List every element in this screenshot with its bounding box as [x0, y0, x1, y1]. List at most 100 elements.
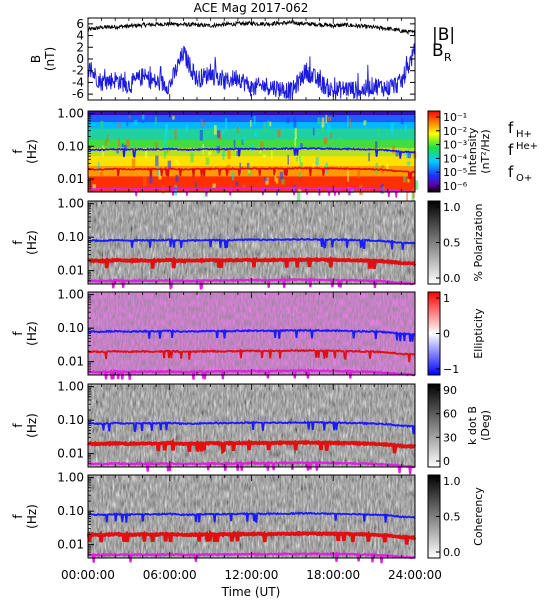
- spectrum-texture: [158, 169, 162, 180]
- spectrum-texture: [117, 123, 121, 128]
- spectrum-texture: [315, 156, 319, 166]
- spectrum-texture: [163, 140, 167, 151]
- spectrum-texture: [407, 161, 411, 166]
- spectrum-texture: [375, 141, 378, 150]
- spectrum-texture: [260, 141, 264, 147]
- y-tick-label: 1.00: [57, 288, 84, 302]
- y-tick-label: 0.10: [57, 504, 84, 518]
- spectrum-texture: [296, 190, 301, 201]
- y-tick-label: 1.00: [57, 471, 84, 485]
- spectrum-texture: [205, 130, 210, 134]
- spectrum-texture: [357, 169, 361, 179]
- spectrum-texture: [338, 136, 342, 146]
- spectrum-texture: [262, 154, 266, 158]
- spectrum-texture: [294, 128, 297, 140]
- spectrum-texture: [100, 120, 104, 128]
- spectrum-texture: [248, 170, 251, 174]
- spectrum-texture: [281, 178, 285, 185]
- colorbar-tick-label: 0.0: [443, 272, 461, 285]
- x-tick-label: 06:00:00: [143, 568, 197, 582]
- legend-entry-b-r: B: [432, 41, 444, 61]
- spectrum-texture: [222, 153, 225, 161]
- y-axis-label: f(Hz): [11, 321, 39, 346]
- spectrum-texture: [269, 121, 272, 127]
- spectrum-texture: [205, 157, 210, 165]
- y-tick-label: 0.10: [57, 230, 84, 244]
- spectrum-texture: [279, 171, 284, 180]
- spectrum-texture: [403, 176, 407, 183]
- spectrum-texture: [347, 170, 349, 182]
- spectrum-texture: [312, 127, 315, 136]
- spectrum-texture: [221, 130, 225, 135]
- spectrum-texture: [101, 145, 104, 157]
- spectrum-texture: [407, 178, 410, 183]
- spectrum-texture: [236, 126, 239, 134]
- spectrum-texture: [277, 129, 281, 138]
- f-he-line: [87, 348, 416, 363]
- spectrum-texture: [407, 152, 412, 159]
- colorbar-label: Coherency: [472, 487, 485, 546]
- f-h-line: [87, 420, 416, 435]
- spectrum-texture: [412, 187, 415, 199]
- spectrum-texture: [274, 172, 277, 182]
- colorbar-label: Ellipticity: [472, 308, 485, 359]
- f-h-line: [87, 328, 416, 342]
- spectrum-texture: [156, 166, 159, 176]
- spectrum-texture: [164, 133, 167, 141]
- spectrum-texture: [349, 118, 351, 129]
- spectrum-texture: [392, 145, 395, 154]
- spectrum-texture: [227, 148, 231, 160]
- spectrum-texture: [185, 124, 188, 132]
- spectrum-texture: [390, 123, 394, 135]
- spectrum-texture: [364, 120, 368, 125]
- colorbar: [427, 383, 441, 468]
- spectrum-texture: [100, 171, 103, 176]
- spectrum-texture: [149, 173, 153, 184]
- spectrum-texture: [328, 116, 332, 121]
- spectrum-texture: [242, 136, 246, 144]
- spectrum-texture: [363, 120, 366, 126]
- spectrum-texture: [167, 160, 172, 170]
- spectrum-texture: [126, 139, 130, 147]
- y-tick-label: 4: [76, 29, 84, 43]
- y-tick-label: -2: [72, 64, 84, 78]
- spectrum-texture: [296, 156, 299, 162]
- spectrum-texture: [249, 120, 252, 127]
- colorbar-tick-label: 10⁻²: [443, 125, 467, 138]
- colorbar-tick-label: 0.0: [443, 546, 461, 559]
- gyro-legend-subscript: O+: [516, 173, 532, 184]
- spectrum-texture: [414, 180, 419, 190]
- spectrum-texture: [300, 143, 303, 149]
- colorbar-tick-label: 10⁻⁴: [443, 152, 468, 165]
- spectrum-texture: [287, 154, 290, 165]
- gyro-legend-subscript: He+: [516, 141, 538, 152]
- spectrum-texture: [407, 145, 411, 150]
- spectrum-texture: [200, 118, 203, 129]
- spectrum-texture: [330, 132, 333, 139]
- spectrum-texture: [400, 118, 404, 125]
- x-ticks: [87, 384, 416, 467]
- spectrum-texture: [116, 148, 119, 154]
- spectrum-texture: [359, 184, 363, 196]
- spectrum-texture: [145, 148, 148, 159]
- f-h-line: [87, 511, 416, 523]
- y-axis-label: f(Hz): [11, 504, 39, 529]
- f-he-line: [86, 529, 417, 545]
- colorbar-tick-label: 1.0: [443, 201, 461, 214]
- spectrum-texture: [204, 122, 207, 126]
- spectrum-texture: [321, 117, 325, 128]
- spectrum-texture: [381, 165, 384, 174]
- y-tick-label: -4: [72, 75, 84, 89]
- spectrum-texture: [172, 115, 175, 120]
- spectrum-texture: [402, 139, 405, 146]
- x-axis-label: Time (UT): [221, 585, 281, 599]
- y-tick-label: 1.00: [57, 380, 84, 394]
- heatmap-texture: [88, 201, 415, 284]
- spectrum-texture: [254, 131, 258, 137]
- spectrum-texture: [231, 172, 235, 181]
- gyro-legend-subscript: H+: [516, 129, 532, 140]
- spectrum-texture: [126, 121, 129, 126]
- spectrum-texture: [207, 151, 212, 156]
- colorbar-tick-label: 10⁻¹: [443, 111, 467, 124]
